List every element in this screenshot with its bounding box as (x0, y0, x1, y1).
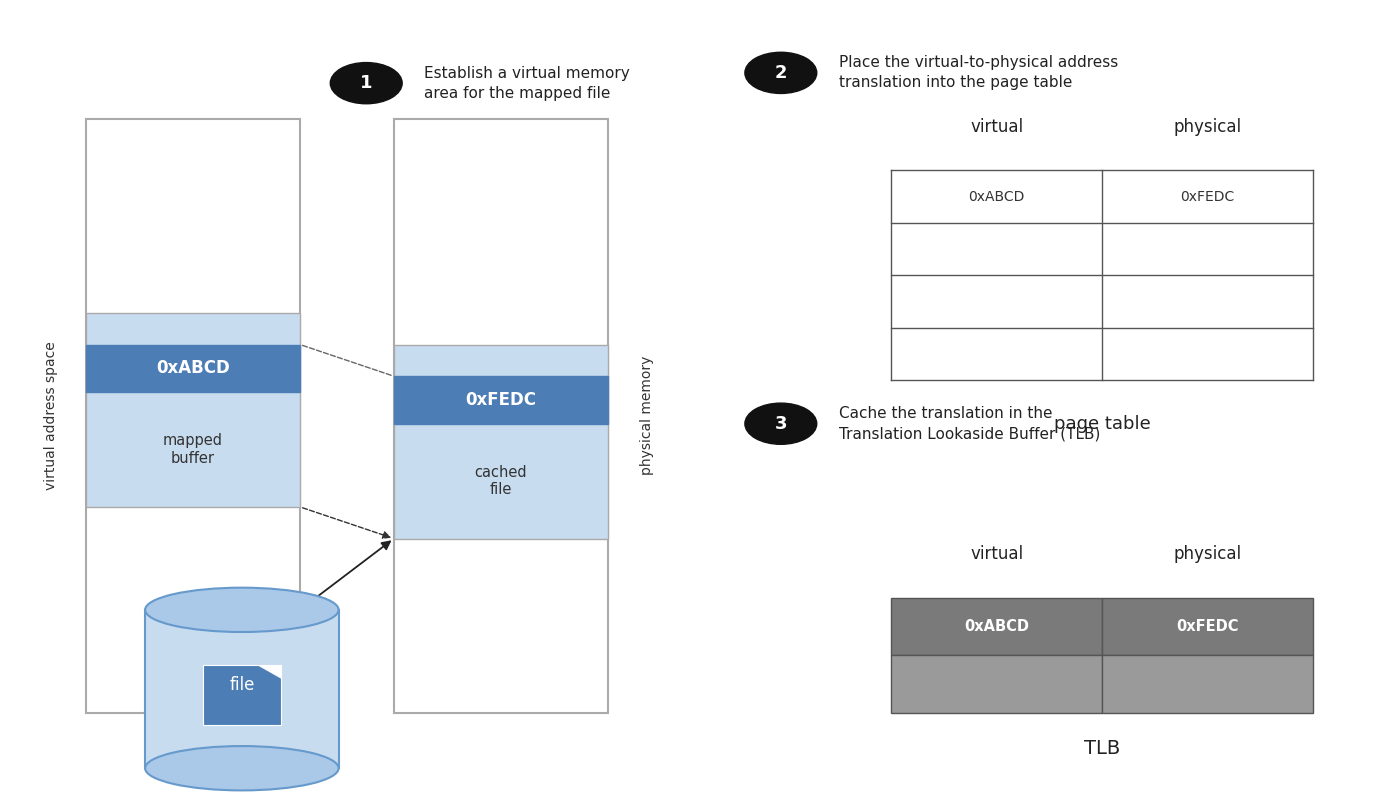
FancyBboxPatch shape (145, 610, 339, 768)
FancyBboxPatch shape (86, 119, 300, 713)
Circle shape (745, 403, 817, 444)
Text: 0xABCD: 0xABCD (965, 619, 1030, 634)
Text: 1: 1 (359, 74, 373, 92)
Text: 2: 2 (774, 64, 788, 82)
Text: Place the virtual-to-physical address
translation into the page table: Place the virtual-to-physical address tr… (839, 55, 1118, 90)
Text: 0xFEDC: 0xFEDC (1180, 189, 1234, 204)
Text: 0xABCD: 0xABCD (156, 360, 229, 377)
Text: physical: physical (1173, 118, 1241, 135)
FancyBboxPatch shape (394, 119, 608, 713)
Text: 3: 3 (774, 415, 788, 432)
Text: physical memory: physical memory (640, 356, 654, 475)
Circle shape (745, 52, 817, 93)
Text: virtual: virtual (970, 546, 1023, 563)
Text: TLB: TLB (1083, 739, 1121, 758)
FancyBboxPatch shape (86, 313, 300, 507)
FancyBboxPatch shape (394, 376, 608, 424)
FancyBboxPatch shape (1101, 598, 1313, 656)
FancyBboxPatch shape (203, 665, 281, 725)
FancyBboxPatch shape (891, 656, 1101, 713)
FancyBboxPatch shape (1101, 656, 1313, 713)
Text: Establish a virtual memory
area for the mapped file: Establish a virtual memory area for the … (424, 66, 630, 101)
Text: 0xFEDC: 0xFEDC (1176, 619, 1238, 634)
Text: Cache the translation in the
Translation Lookaside Buffer (TLB): Cache the translation in the Translation… (839, 406, 1100, 441)
FancyBboxPatch shape (86, 345, 300, 392)
Text: cached
file: cached file (474, 465, 528, 497)
FancyBboxPatch shape (394, 345, 608, 539)
Text: file: file (229, 676, 254, 694)
Text: 0xFEDC: 0xFEDC (466, 391, 536, 409)
FancyBboxPatch shape (891, 598, 1101, 656)
Text: page table: page table (1053, 415, 1151, 432)
Text: 0xABCD: 0xABCD (969, 189, 1025, 204)
Text: physical: physical (1173, 546, 1241, 563)
Text: mapped
buffer: mapped buffer (163, 433, 223, 466)
Polygon shape (258, 665, 281, 678)
Ellipse shape (145, 588, 339, 632)
Circle shape (330, 63, 402, 104)
Ellipse shape (145, 746, 339, 790)
Text: virtual: virtual (970, 118, 1023, 135)
Text: virtual address space: virtual address space (44, 341, 58, 490)
